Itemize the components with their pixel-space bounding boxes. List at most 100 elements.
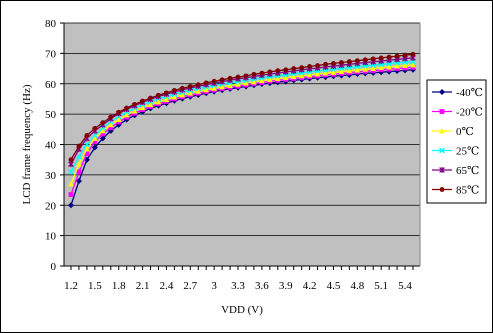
data-point — [394, 63, 400, 69]
data-point — [92, 139, 98, 144]
data-point — [386, 64, 392, 70]
data-point — [171, 94, 178, 100]
x-tick-label: 3.9 — [279, 280, 293, 292]
data-point — [155, 98, 162, 105]
legend-label: 25℃ — [456, 146, 479, 158]
data-point — [195, 82, 201, 88]
data-point — [156, 92, 161, 98]
data-point — [147, 101, 154, 108]
y-tick-labels: 0 10 20 30 40 50 60 70 80 — [45, 18, 57, 273]
data-point — [338, 68, 345, 74]
data-point — [68, 180, 74, 187]
data-point — [68, 192, 74, 198]
data-point — [107, 121, 114, 128]
legend-label: 65℃ — [456, 165, 479, 177]
data-point — [68, 168, 74, 175]
data-point — [92, 126, 98, 131]
y-tick-label: 20 — [45, 200, 57, 212]
data-point — [267, 76, 273, 82]
data-point — [75, 177, 82, 184]
legend-item: 0℃ — [432, 126, 474, 138]
y-axis-title: LCD frame frequency (Hz) — [21, 84, 33, 204]
y-tick-label: 80 — [45, 18, 57, 30]
legend-marker — [439, 109, 445, 114]
data-point — [211, 78, 217, 84]
data-point — [164, 90, 169, 96]
data-point — [283, 67, 289, 73]
x-tick-label: 2.7 — [183, 280, 197, 292]
data-point — [100, 120, 106, 126]
data-point — [92, 135, 98, 141]
legend-label: 0℃ — [456, 126, 474, 138]
data-point — [370, 65, 377, 71]
data-point — [298, 72, 305, 79]
data-point — [91, 132, 98, 139]
data-point — [195, 88, 202, 94]
data-point — [84, 132, 90, 138]
data-point — [131, 108, 138, 114]
legend-marker — [439, 89, 445, 95]
legend-marker — [439, 147, 445, 154]
data-point — [76, 161, 82, 167]
data-point — [91, 144, 98, 151]
data-point — [394, 53, 400, 59]
data-point — [259, 77, 265, 84]
data-point — [339, 60, 344, 65]
data-point — [171, 88, 177, 93]
data-point — [148, 95, 153, 101]
x-tick-label: 1.2 — [64, 280, 78, 292]
y-tick-label: 30 — [45, 170, 57, 182]
legend-marker — [439, 128, 445, 134]
data-point — [211, 85, 217, 91]
x-tick-label: 3.3 — [231, 280, 245, 292]
data-point — [259, 70, 265, 76]
data-point — [116, 109, 122, 115]
series-6 — [68, 51, 416, 163]
axes — [60, 22, 421, 270]
data-point — [331, 60, 336, 66]
legend-item: 85℃ — [432, 185, 479, 197]
data-point — [394, 66, 400, 71]
data-point — [68, 161, 74, 168]
data-point — [330, 69, 337, 75]
data-point — [346, 67, 353, 74]
legend-label: -20℃ — [456, 107, 483, 119]
data-point — [179, 91, 186, 98]
data-point — [84, 146, 90, 152]
data-point — [235, 74, 241, 80]
data-point — [410, 51, 416, 57]
data-point — [370, 56, 376, 62]
x-tick-label: 5.4 — [398, 280, 412, 292]
data-point — [362, 66, 369, 72]
data-point — [251, 71, 257, 77]
y-tick-label: 50 — [45, 109, 57, 121]
data-point — [76, 169, 82, 175]
legend: -40℃ -20℃ 0℃ 25℃ 65℃ 85℃ — [426, 79, 487, 204]
data-point — [291, 66, 297, 71]
data-point — [378, 55, 384, 61]
data-point — [139, 104, 146, 111]
data-point — [84, 151, 90, 157]
y-tick-label: 70 — [45, 48, 57, 60]
series-layer — [68, 51, 416, 209]
data-point — [187, 84, 193, 89]
legend-item: -40℃ — [432, 87, 483, 99]
data-point — [68, 157, 74, 163]
y-tick-label: 0 — [51, 261, 57, 273]
data-point — [132, 102, 138, 107]
data-point — [163, 96, 170, 102]
y-tick-label: 60 — [45, 79, 57, 91]
data-point — [299, 65, 305, 71]
data-point — [282, 74, 289, 81]
data-point — [100, 127, 106, 134]
data-point — [108, 125, 114, 130]
data-point — [402, 65, 408, 71]
series-3 — [68, 61, 416, 187]
data-point — [290, 73, 297, 80]
x-tick-labels: 1.2 1.5 1.8 2.1 2.4 2.7 3 3.3 3.6 3.9 4.2 4.5 4.8 5.1… — [64, 280, 412, 292]
data-point — [243, 73, 249, 79]
data-point — [68, 202, 74, 209]
data-point — [323, 61, 328, 67]
x-tick-label: 2.1 — [136, 280, 150, 292]
